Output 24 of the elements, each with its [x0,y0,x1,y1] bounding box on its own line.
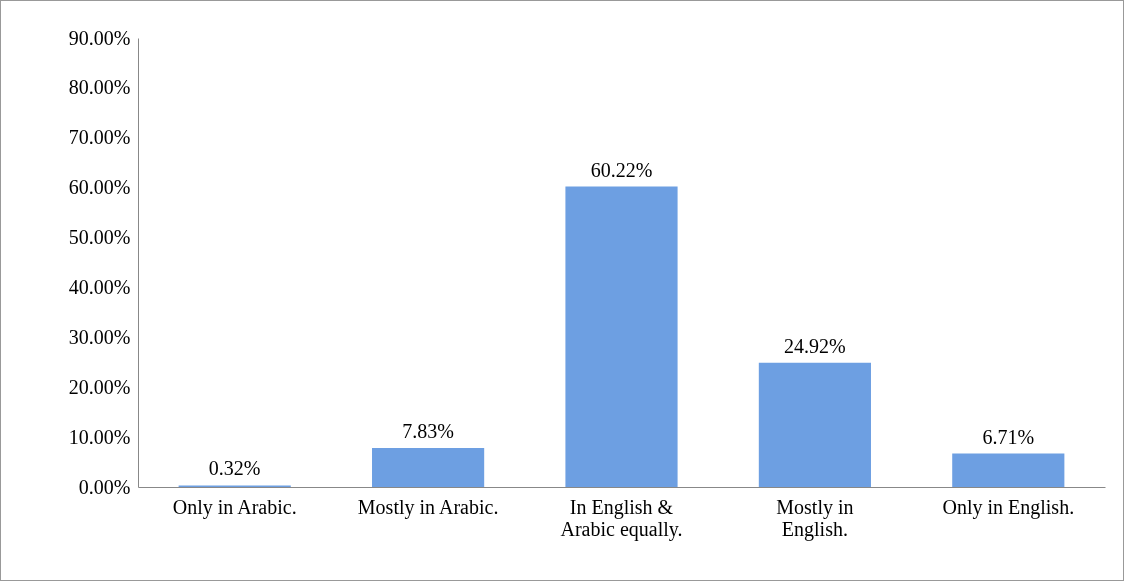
bar [565,186,678,487]
bar [758,362,871,487]
y-tick-label: 50.00% [68,226,131,249]
x-tick-label: In English & Arabic equally. [560,495,683,541]
y-tick-label: 30.00% [68,325,131,348]
y-tick-label: 0.00% [78,475,131,498]
y-tick-label: 70.00% [68,126,131,149]
bar [952,453,1065,487]
x-tick-label: Mostly in Arabic. [357,495,499,519]
data-label: 0.32% [208,457,261,480]
data-label: 6.71% [982,425,1035,448]
data-label: 24.92% [784,334,846,357]
x-tick-label: Only in Arabic. [172,495,297,519]
y-tick-label: 60.00% [68,176,131,199]
y-tick-label: 40.00% [68,275,131,298]
data-label: 60.22% [590,158,653,181]
x-tick-label: Mostly in English. [776,495,854,541]
bar [372,447,485,487]
data-label: 7.83% [402,419,454,442]
y-tick-label: 90.00% [68,26,131,49]
x-tick-label: Only in English. [942,495,1075,519]
y-tick-label: 20.00% [68,375,131,398]
y-tick-label: 10.00% [68,425,131,448]
y-tick-label: 80.00% [68,76,131,99]
